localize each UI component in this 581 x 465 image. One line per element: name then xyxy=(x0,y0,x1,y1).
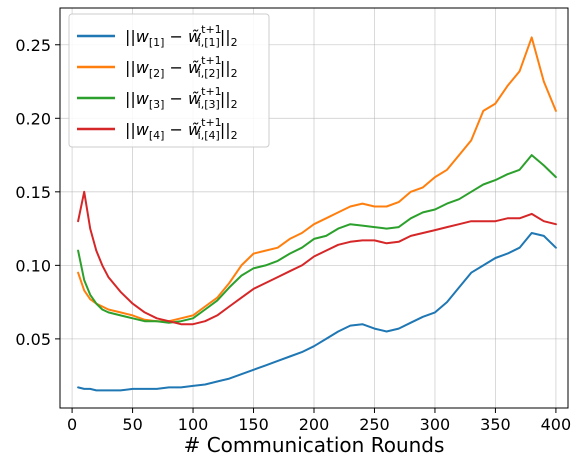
x-axis-title: # Communication Rounds xyxy=(184,433,445,457)
x-tick-label: 150 xyxy=(238,415,269,434)
x-tick-label: 0 xyxy=(67,415,77,434)
x-tick-label: 300 xyxy=(420,415,451,434)
y-tick-label: 0.20 xyxy=(15,109,51,128)
legend-item-2: ||w[2] − w̃t+1 i,[2]||2 xyxy=(77,54,238,80)
x-tick-label: 400 xyxy=(541,415,572,434)
y-tick-label: 0.10 xyxy=(15,256,51,275)
legend-item-3: ||w[3] − w̃t+1 i,[3]||2 xyxy=(77,85,238,111)
series-line-1 xyxy=(77,232,557,392)
legend-box xyxy=(68,13,270,148)
y-axis: 0.05 0.10 0.15 0.20 0.25 xyxy=(15,36,60,349)
x-tick-label: 350 xyxy=(480,415,511,434)
series-line-3 xyxy=(77,154,557,324)
legend-label: ||w[1] − w̃t+1 i,[1]||2 xyxy=(125,23,238,49)
series-line-2 xyxy=(77,36,557,323)
legend-label: ||w[4] − w̃t+1 i,[4]||2 xyxy=(125,116,238,142)
x-axis: 0 50 100 150 200 250 300 350 400 xyxy=(67,408,571,434)
legend-label: ||w[2] − w̃t+1 i,[2]||2 xyxy=(125,54,238,80)
x-tick-label: 250 xyxy=(359,415,390,434)
x-tick-label: 50 xyxy=(122,415,142,434)
legend: ||w[1] − w̃t+1 i,[1]||2 ||w[2] − w̃t+1 i,[2… xyxy=(68,13,270,148)
legend-item-1: ||w[1] − w̃t+1 i,[1]||2 xyxy=(77,23,238,49)
y-tick-label: 0.15 xyxy=(15,183,51,202)
series-line-4 xyxy=(77,190,557,326)
grid xyxy=(60,8,568,408)
legend-item-4: ||w[4] − w̃t+1 i,[4]||2 xyxy=(77,116,238,142)
x-tick-label: 100 xyxy=(178,415,209,434)
y-tick-label: 0.05 xyxy=(15,330,51,349)
series-layer xyxy=(77,36,557,392)
x-tick-label: 200 xyxy=(299,415,330,434)
legend-label: ||w[3] − w̃t+1 i,[3]||2 xyxy=(125,85,238,111)
y-tick-label: 0.25 xyxy=(15,36,51,55)
